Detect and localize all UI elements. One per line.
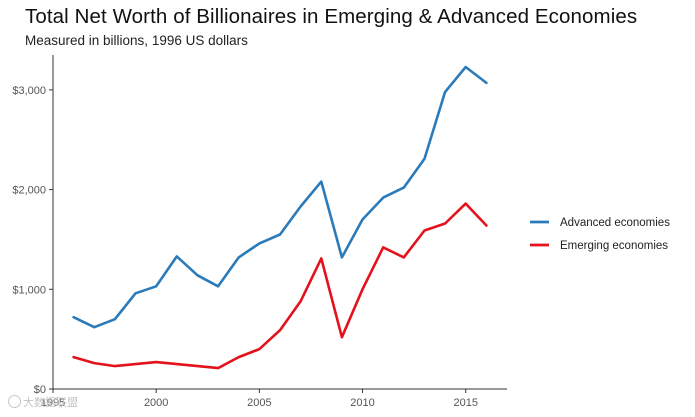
x-tick-label: 2000 xyxy=(144,397,168,409)
x-tick-label: 2010 xyxy=(350,397,374,409)
legend: Advanced economies Emerging economies xyxy=(530,217,670,252)
x-tick-label: 2015 xyxy=(453,397,477,409)
series-line-advanced-economies xyxy=(72,65,488,329)
chart-subtitle: Measured in billions, 1996 US dollars xyxy=(25,33,248,48)
watermark: 大数据联盟 xyxy=(8,394,78,410)
y-tick-label: $2,000 xyxy=(12,185,46,197)
x-tick-label: 2005 xyxy=(247,397,271,409)
series-group xyxy=(72,65,488,370)
legend-label-advanced-economies: Advanced economies xyxy=(560,217,670,229)
series-line-emerging-economies xyxy=(72,202,488,370)
legend-label-emerging-economies: Emerging economies xyxy=(560,240,668,252)
y-tick-label: $1,000 xyxy=(12,284,46,296)
watermark-text: 大数据联盟 xyxy=(23,397,78,409)
y-tick-label: $3,000 xyxy=(12,85,46,97)
axes: $0 $1,000 $2,000 $3,000 1995 2000 2005 2010 2015 xyxy=(12,55,507,409)
x-tick-label: 1995 xyxy=(41,397,65,409)
watermark-logo-icon xyxy=(8,395,21,408)
y-tick-label: $0 xyxy=(34,384,46,396)
chart-title: Total Net Worth of Billionaires in Emerg… xyxy=(25,5,638,28)
